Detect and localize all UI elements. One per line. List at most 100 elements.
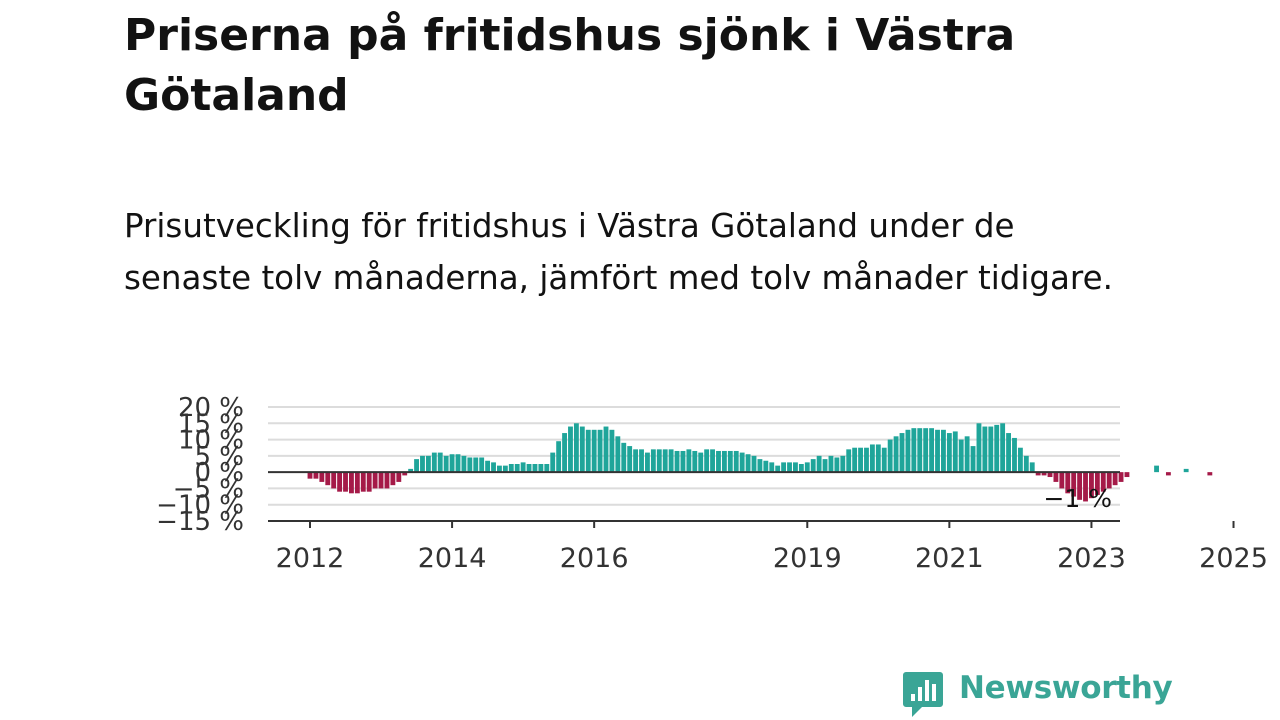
bar xyxy=(372,472,378,489)
bar-chart: 20 %15 %10 %5 %0 %−5 %−10 %−15 % 2012 2014… xyxy=(156,393,1268,574)
bar xyxy=(1012,437,1017,473)
bar xyxy=(781,462,787,473)
bar xyxy=(810,459,816,473)
bar xyxy=(591,429,597,473)
bar xyxy=(988,426,994,473)
bar xyxy=(633,449,639,473)
bar xyxy=(1006,433,1011,473)
bar xyxy=(544,464,550,473)
bar xyxy=(662,449,668,473)
bar xyxy=(585,429,591,473)
bar xyxy=(840,455,846,473)
x-tick-label: 2016 xyxy=(560,543,629,574)
bar xyxy=(905,429,911,473)
bar xyxy=(349,472,354,494)
bar xyxy=(408,468,414,473)
bar xyxy=(354,472,360,494)
bar xyxy=(929,428,935,473)
bar xyxy=(757,459,763,473)
bar xyxy=(384,472,390,489)
bar xyxy=(994,424,1000,473)
chart-subtitle: Prisutveckling för fritidshus i Västra G… xyxy=(124,207,1113,297)
bar xyxy=(1059,472,1065,489)
bar xyxy=(366,472,372,492)
bar xyxy=(941,429,946,473)
y-tick-label: −10 % xyxy=(156,491,244,521)
bar xyxy=(775,465,781,473)
bar xyxy=(1029,462,1035,473)
bar xyxy=(893,436,899,473)
bar xyxy=(402,472,408,476)
x-tick-label: 2023 xyxy=(1057,543,1126,574)
bar xyxy=(437,452,443,473)
bar xyxy=(1047,472,1053,478)
bar xyxy=(520,462,526,473)
bar xyxy=(1035,472,1041,476)
bar xyxy=(1106,472,1112,489)
bar xyxy=(431,452,437,473)
bar xyxy=(911,428,917,473)
bar xyxy=(502,465,508,473)
bar xyxy=(337,472,343,492)
bar xyxy=(1094,472,1100,495)
bar xyxy=(769,462,775,473)
bar xyxy=(1000,423,1006,473)
x-tick-label: 2012 xyxy=(276,543,345,574)
bar xyxy=(1118,472,1124,482)
bar xyxy=(313,472,319,479)
bar xyxy=(798,464,804,473)
bar xyxy=(1071,472,1077,497)
bar xyxy=(538,464,544,473)
bar xyxy=(627,446,633,473)
bar xyxy=(597,429,603,473)
bar xyxy=(875,444,881,473)
bar xyxy=(1183,468,1189,473)
bar xyxy=(579,426,585,473)
bar xyxy=(816,455,822,473)
bar xyxy=(343,472,348,492)
bar xyxy=(331,472,337,489)
bar xyxy=(982,426,988,473)
bar xyxy=(1100,472,1106,492)
bar xyxy=(751,455,757,473)
bar xyxy=(964,436,970,473)
bar xyxy=(887,439,893,473)
bar xyxy=(1089,472,1094,499)
y-tick-label: 5 % xyxy=(194,442,244,472)
bar xyxy=(1154,465,1159,473)
y-tick-label: 10 % xyxy=(178,426,244,456)
bar xyxy=(425,455,431,473)
bar xyxy=(514,464,520,473)
bar xyxy=(970,446,976,473)
bar xyxy=(1207,472,1213,476)
bar xyxy=(449,454,455,473)
bar xyxy=(1017,447,1023,473)
bar xyxy=(869,444,875,473)
x-tick-label: 2019 xyxy=(773,543,842,574)
bar xyxy=(881,447,887,473)
bar xyxy=(656,449,662,473)
bar xyxy=(420,455,425,473)
bar xyxy=(461,455,467,473)
bar xyxy=(822,459,828,473)
bar xyxy=(899,433,905,473)
bar xyxy=(952,431,958,473)
bar xyxy=(958,439,964,473)
bar xyxy=(360,472,366,492)
bar xyxy=(864,447,869,473)
y-tick-label: 0 % xyxy=(194,458,244,488)
bar xyxy=(639,449,644,473)
y-tick-label: −15 % xyxy=(156,507,244,537)
bar xyxy=(946,433,952,473)
bar xyxy=(917,428,923,473)
bar xyxy=(325,472,331,486)
bar xyxy=(1165,472,1171,476)
bar xyxy=(479,457,485,473)
bar xyxy=(1065,472,1071,494)
bar xyxy=(491,462,496,473)
bar xyxy=(615,436,621,473)
bar xyxy=(390,472,396,486)
x-tick-label: 2025 xyxy=(1199,543,1268,574)
bar xyxy=(414,459,419,473)
bar xyxy=(692,450,698,473)
